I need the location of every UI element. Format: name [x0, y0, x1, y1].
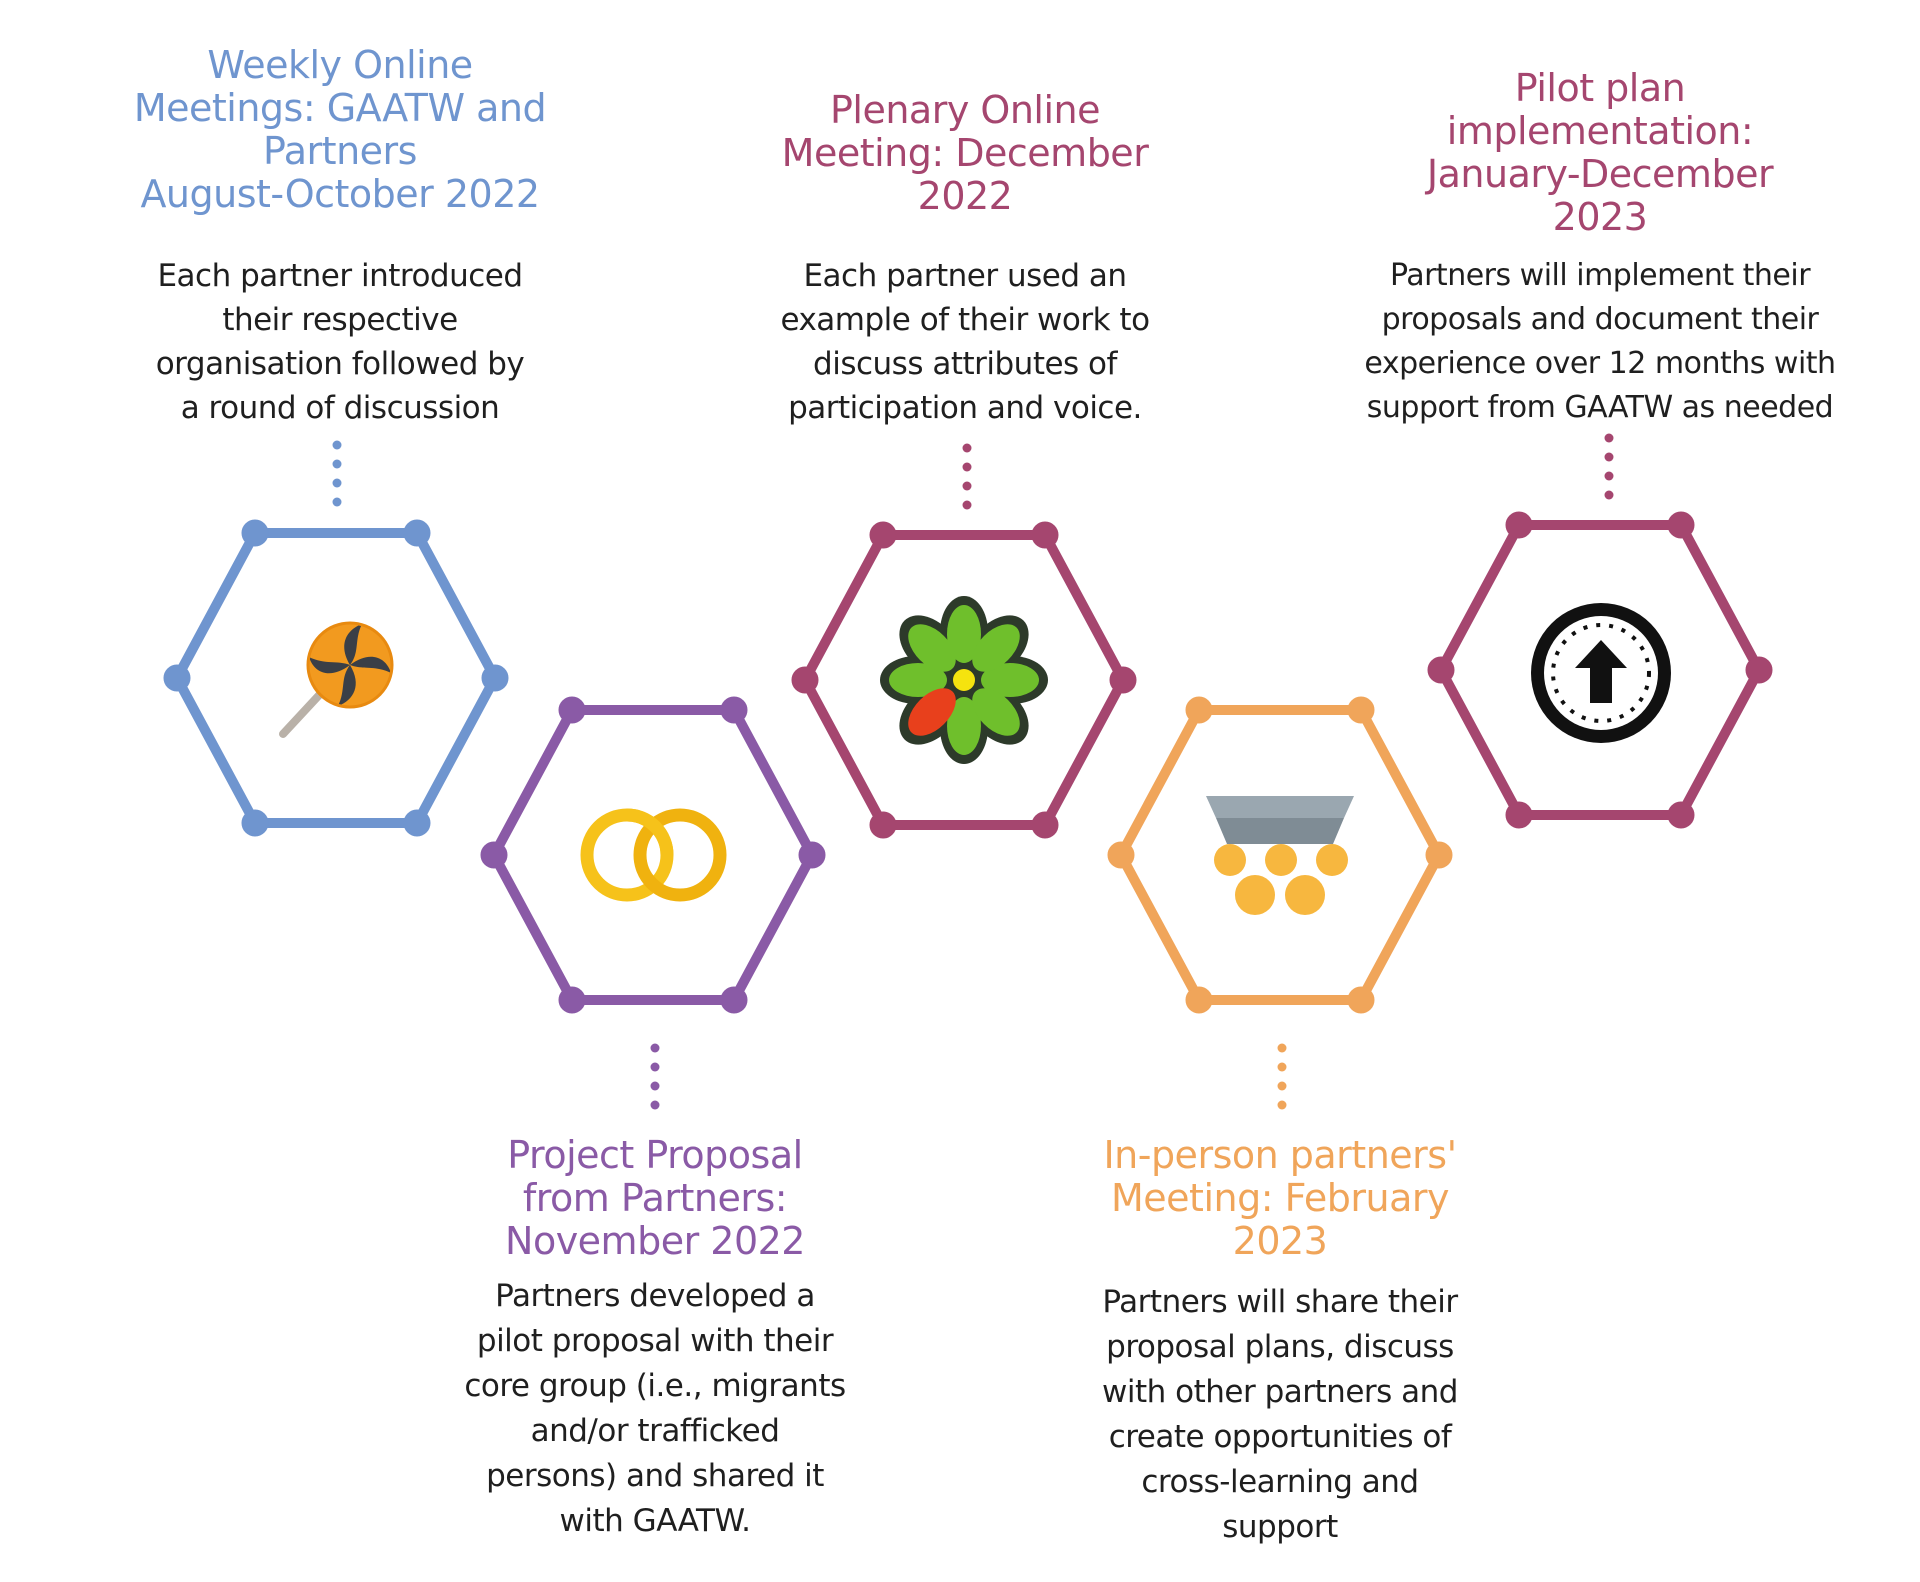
upload-arrow-icon — [1531, 603, 1671, 743]
flower-icon — [880, 596, 1048, 764]
hexagon-pilot — [1427, 511, 1773, 829]
stage-title-weekly: Weekly Online Meetings: GAATW and Partne… — [133, 43, 547, 216]
stage-desc-proposal: Partners developed a pilot proposal with… — [464, 1278, 846, 1539]
lollipop-icon — [279, 621, 394, 738]
meeting-table-icon — [1206, 796, 1354, 915]
stage-title-proposal: Project Proposal from Partners: November… — [505, 1133, 805, 1263]
stage-title-inperson: In-person partners' Meeting: February 20… — [1103, 1133, 1457, 1263]
stage-title-pilot: Pilot plan implementation: January-Decem… — [1426, 66, 1774, 239]
connector-pilot — [1604, 433, 1614, 500]
stage-desc-weekly: Each partner introduced their respective… — [155, 258, 525, 426]
stage-title-plenary: Plenary Online Meeting: December 2022 — [781, 88, 1149, 218]
hexagon-plenary — [791, 521, 1137, 839]
stage-desc-inperson: Partners will share their proposal plans… — [1102, 1284, 1458, 1545]
connector-inperson — [1277, 1043, 1287, 1110]
hexagon-inperson — [1107, 696, 1453, 1014]
connector-weekly — [332, 440, 342, 507]
interlocking-rings-icon — [580, 808, 727, 902]
connector-proposal — [650, 1043, 660, 1110]
stage-desc-plenary: Each partner used an example of their wo… — [780, 258, 1150, 426]
connector-plenary — [962, 443, 972, 510]
hexagon-proposal — [480, 696, 826, 1014]
hexagon-weekly — [163, 519, 509, 837]
stage-desc-pilot: Partners will implement their proposals … — [1364, 258, 1836, 425]
